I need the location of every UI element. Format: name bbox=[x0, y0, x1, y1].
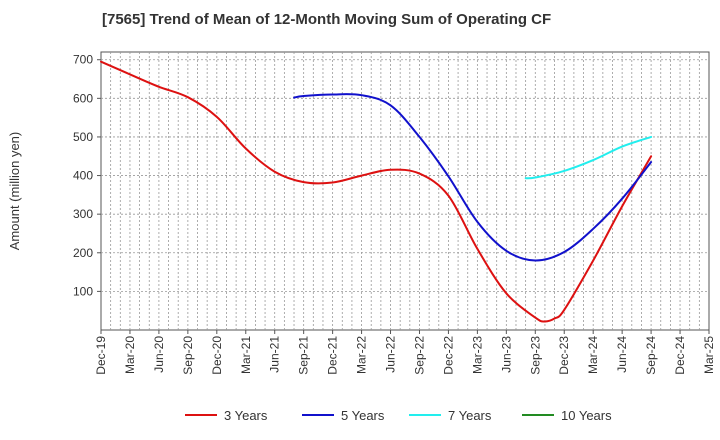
x-tick-label: Sep-20 bbox=[181, 336, 195, 375]
y-tick-label: 500 bbox=[73, 130, 93, 144]
y-axis-ticks: 100 200 300 400 500 600 700 bbox=[73, 53, 101, 298]
x-tick-label: Jun-23 bbox=[499, 336, 513, 373]
y-tick-label: 400 bbox=[73, 169, 93, 183]
series-lines bbox=[100, 60, 653, 323]
x-tick-label: Sep-22 bbox=[412, 336, 426, 375]
x-axis-ticks: Dec-19 Mar-20 Jun-20 Sep-20 Dec-20 Mar-21 Jun-… bbox=[94, 330, 716, 375]
grid bbox=[101, 52, 709, 330]
chart-title: [7565] Trend of Mean of 12-Month Moving … bbox=[102, 11, 551, 28]
y-tick-label: 700 bbox=[73, 53, 93, 67]
y-axis-label: Amount (million yen) bbox=[7, 132, 22, 251]
x-tick-label: Dec-24 bbox=[673, 336, 687, 375]
x-tick-label: Mar-20 bbox=[123, 336, 137, 374]
x-tick-label: Sep-21 bbox=[297, 336, 311, 375]
x-tick-label: Mar-24 bbox=[586, 336, 600, 374]
legend: 3 Years 5 Years 7 Years 10 Years bbox=[185, 408, 612, 423]
series-line-2 bbox=[293, 93, 653, 262]
series-line-1 bbox=[100, 60, 653, 323]
x-tick-label: Dec-22 bbox=[441, 336, 455, 375]
x-tick-label: Sep-24 bbox=[644, 336, 658, 375]
x-tick-label: Mar-23 bbox=[470, 336, 484, 374]
y-tick-label: 600 bbox=[73, 91, 93, 105]
x-tick-label: Jun-20 bbox=[152, 336, 166, 373]
x-tick-label: Jun-22 bbox=[384, 336, 398, 373]
x-tick-label: Sep-23 bbox=[528, 336, 542, 375]
legend-label-1: 3 Years bbox=[224, 408, 268, 423]
plot-area bbox=[100, 51, 710, 331]
x-tick-label: Dec-20 bbox=[210, 336, 224, 375]
x-tick-label: Jun-21 bbox=[268, 336, 282, 373]
x-tick-label: Dec-21 bbox=[326, 336, 340, 375]
legend-label-3: 7 Years bbox=[448, 408, 492, 423]
x-tick-label: Dec-23 bbox=[557, 336, 571, 375]
x-tick-label: Mar-21 bbox=[239, 336, 253, 374]
series-line-3 bbox=[524, 135, 653, 180]
legend-label-4: 10 Years bbox=[561, 408, 612, 423]
x-tick-label: Mar-22 bbox=[355, 336, 369, 374]
x-tick-label: Jun-24 bbox=[615, 336, 629, 373]
x-tick-label: Dec-19 bbox=[94, 336, 108, 375]
y-tick-label: 200 bbox=[73, 246, 93, 260]
y-tick-label: 300 bbox=[73, 207, 93, 221]
legend-label-2: 5 Years bbox=[341, 408, 385, 423]
y-tick-label: 100 bbox=[73, 284, 93, 298]
x-tick-label: Mar-25 bbox=[702, 336, 716, 374]
